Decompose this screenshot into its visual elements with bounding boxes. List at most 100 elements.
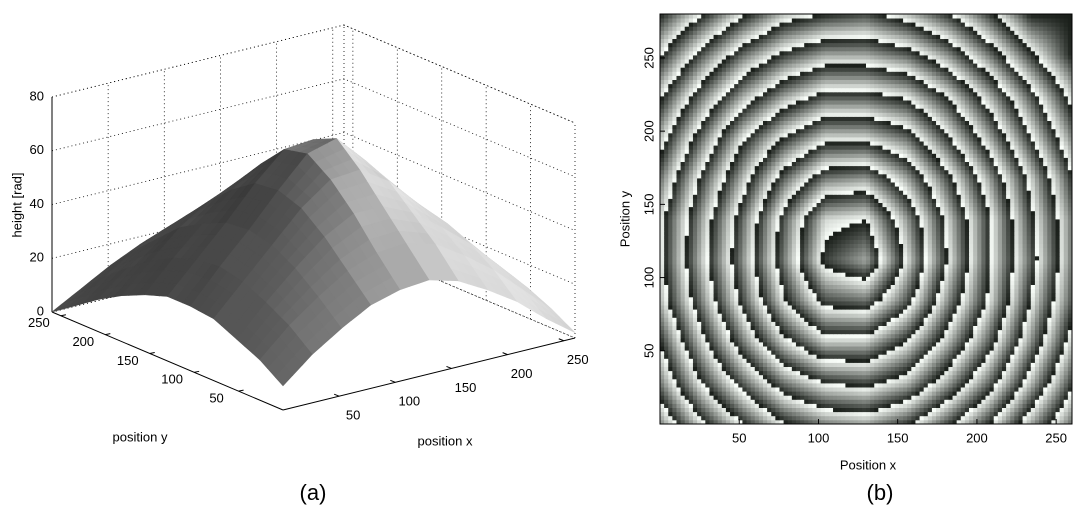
pixel	[1027, 379, 1032, 384]
pixel	[829, 309, 834, 314]
pixel	[676, 252, 681, 256]
pixel	[796, 358, 801, 363]
pixel	[705, 399, 710, 404]
pixel	[825, 416, 830, 421]
pixel	[664, 293, 669, 298]
pixel	[953, 379, 958, 384]
pixel	[796, 285, 801, 290]
pixel	[664, 252, 669, 256]
pixel	[920, 391, 925, 396]
pixel	[845, 363, 850, 368]
pixel	[994, 391, 999, 396]
pixel	[755, 293, 760, 298]
pixel	[1043, 412, 1048, 417]
pixel	[701, 309, 706, 314]
pixel	[1035, 354, 1040, 359]
pixel	[825, 363, 830, 368]
pixel	[1014, 346, 1019, 351]
pixel	[767, 309, 772, 314]
pixel	[948, 399, 953, 404]
pixel	[858, 363, 863, 368]
pixel	[969, 408, 974, 413]
pixel	[672, 260, 677, 265]
pixel	[940, 322, 945, 327]
pixel	[701, 317, 706, 322]
pixel	[668, 358, 673, 363]
pixel	[845, 293, 850, 298]
pixel	[742, 317, 747, 322]
pixel	[920, 305, 925, 310]
pixel	[1010, 367, 1015, 372]
pixel	[812, 367, 817, 372]
pixel	[784, 395, 789, 400]
pixel	[1064, 375, 1069, 380]
y-tick-label: 100	[161, 372, 183, 387]
pixel	[854, 305, 859, 310]
pixel	[866, 268, 871, 273]
pixel	[747, 305, 752, 310]
pixel	[693, 371, 698, 376]
pixel	[858, 260, 863, 265]
pixel	[771, 268, 776, 273]
pixel	[981, 334, 986, 339]
pixel	[771, 293, 776, 298]
pixel	[932, 260, 937, 265]
pixel	[751, 264, 756, 269]
pixel	[730, 281, 735, 286]
pixel	[1064, 342, 1069, 347]
pixel	[747, 338, 752, 343]
y-tick-label: 150	[117, 353, 139, 368]
pixel	[672, 379, 677, 384]
pixel	[887, 268, 892, 273]
pixel	[833, 309, 838, 314]
pixel	[928, 387, 933, 392]
pixel	[742, 268, 747, 273]
pixel	[940, 301, 945, 306]
pixel	[747, 391, 752, 396]
pixel	[697, 326, 702, 331]
pixel	[899, 281, 904, 286]
pixel	[693, 301, 698, 306]
pixel	[870, 363, 875, 368]
pixel	[672, 412, 677, 417]
pixel	[1056, 395, 1061, 400]
pixel	[668, 412, 673, 417]
pixel	[887, 399, 892, 404]
pixel	[940, 363, 945, 368]
pixel	[1060, 276, 1065, 281]
pixel	[817, 383, 822, 388]
pixel	[681, 412, 686, 417]
pixel	[1010, 379, 1015, 384]
pixel	[697, 330, 702, 335]
pixel	[697, 313, 702, 318]
pixel	[763, 350, 768, 355]
pixel	[779, 387, 784, 392]
pixel	[722, 276, 727, 281]
pixel	[747, 404, 752, 409]
pixel	[697, 354, 702, 359]
pixel	[829, 330, 834, 335]
pixel	[870, 313, 875, 318]
pixel	[804, 330, 809, 335]
pixel	[738, 412, 743, 417]
pixel	[882, 375, 887, 380]
pixel	[689, 346, 694, 351]
pixel	[1023, 354, 1028, 359]
pixel	[1047, 354, 1052, 359]
pixel	[796, 383, 801, 388]
pixel	[874, 363, 879, 368]
pixel	[965, 412, 970, 417]
pixel	[829, 305, 834, 310]
pixel	[775, 387, 780, 392]
pixel	[1023, 297, 1028, 302]
pixel	[672, 268, 677, 273]
pixel	[718, 317, 723, 322]
pixel	[841, 354, 846, 359]
pixel	[891, 272, 896, 277]
pixel	[767, 416, 772, 421]
pixel	[944, 309, 949, 314]
pixel	[1010, 395, 1015, 400]
pixel	[932, 338, 937, 343]
pixel	[767, 334, 772, 339]
pixel	[845, 383, 850, 388]
